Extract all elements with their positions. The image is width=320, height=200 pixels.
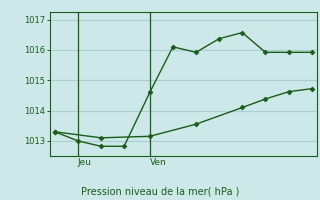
Text: Pression niveau de la mer( hPa ): Pression niveau de la mer( hPa )	[81, 186, 239, 196]
Text: Ven: Ven	[150, 158, 166, 167]
Text: Jeu: Jeu	[78, 158, 92, 167]
